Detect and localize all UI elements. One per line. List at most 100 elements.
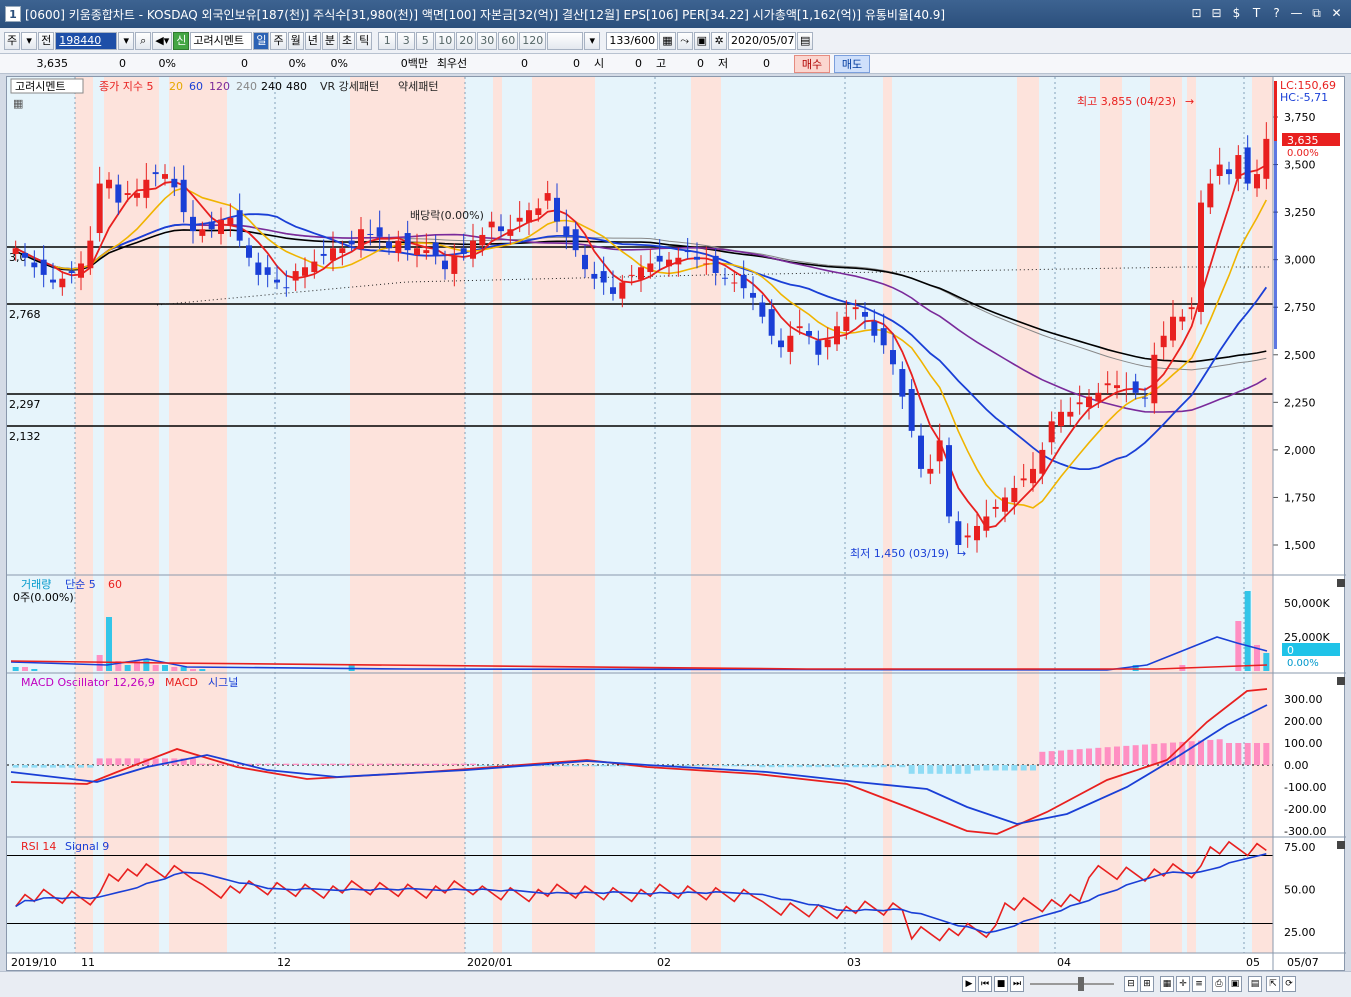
close-icon[interactable]: ✕ <box>1331 6 1342 20</box>
search-icon[interactable]: ⌕ <box>135 31 152 50</box>
candle-body <box>890 350 896 365</box>
help-icon[interactable]: ? <box>1273 6 1280 20</box>
chart-settings-icon[interactable]: ▦ <box>659 31 676 50</box>
calendar-icon[interactable]: ▤ <box>797 31 814 50</box>
candle-body <box>638 267 644 280</box>
macd-histogram-bar <box>115 758 122 765</box>
volume-panel-close-icon[interactable] <box>1337 579 1345 587</box>
stock-name-box[interactable] <box>10 78 84 94</box>
chart-type-icon[interactable]: ▤ <box>1248 976 1262 992</box>
volume-pct2: 0% <box>330 56 348 70</box>
candle-body <box>1132 381 1139 393</box>
date-field[interactable]: 2020/05/07 <box>728 31 797 50</box>
tab-tick[interactable]: 틱 <box>356 31 373 50</box>
interval-3[interactable]: 3 <box>397 31 416 50</box>
gear-icon[interactable]: ✲ <box>711 31 728 50</box>
red-shade-band <box>883 77 892 953</box>
adjust-select[interactable]: 전 <box>38 31 55 50</box>
volume-bar <box>1235 621 1242 671</box>
export-icon[interactable]: ⇱ <box>1266 976 1280 992</box>
candle-body <box>274 279 280 283</box>
macd-histogram-bar <box>890 765 896 768</box>
split-icon[interactable]: ⊟ <box>1211 6 1222 20</box>
macd-histogram-bar <box>283 763 290 765</box>
interval-1[interactable]: 1 <box>378 31 397 50</box>
zoom-in-icon[interactable]: ⊞ <box>1140 976 1154 992</box>
macd-tick-label: 0.00 <box>1284 759 1309 772</box>
x-tick-label: 03 <box>847 956 861 969</box>
candle-body <box>124 193 131 195</box>
macd-histogram-bar <box>787 765 794 768</box>
macd-histogram-bar <box>899 765 906 768</box>
buy-button[interactable]: 매수 <box>794 54 830 73</box>
speaker-icon[interactable]: ◀▾ <box>152 31 173 50</box>
price-chart-svg[interactable]: 고려시멘트 종가 지수 5 20 60 120 240 240 480 VR 강… <box>7 77 1346 972</box>
dropdown-icon[interactable]: ▾ <box>584 31 601 50</box>
tab-year[interactable]: 년 <box>304 31 321 50</box>
candle-body <box>768 309 775 336</box>
macd-tick-label: -100.00 <box>1284 781 1326 794</box>
chart-area[interactable]: 고려시멘트 종가 지수 5 20 60 120 240 240 480 VR 강… <box>6 76 1346 972</box>
draw-icon[interactable]: ⤳ <box>676 31 693 50</box>
scroll-right-icon[interactable]: ▶ <box>962 976 976 992</box>
macd-histogram-bar <box>1030 765 1036 771</box>
macd-histogram-bar <box>600 765 607 767</box>
interval-10[interactable]: 10 <box>435 31 456 50</box>
tab-week[interactable]: 주 <box>270 31 287 50</box>
zoom-out-icon[interactable]: ⊟ <box>1124 976 1138 992</box>
period-select[interactable]: 주 <box>4 31 21 50</box>
candle-body <box>1207 183 1214 208</box>
volume-bar <box>115 661 122 671</box>
interval-5[interactable]: 5 <box>416 31 435 50</box>
rsi-panel: RSI 14 Signal 9 75.00 50.00 25.00 <box>7 840 1345 942</box>
zoom-slider-handle[interactable] <box>1078 977 1084 991</box>
candle-body <box>880 328 887 346</box>
interval-20[interactable]: 20 <box>456 31 477 50</box>
interval-120[interactable]: 120 <box>519 31 547 50</box>
dropdown-icon[interactable]: ▾ <box>21 31 38 50</box>
macd-histogram-bar <box>1160 743 1167 765</box>
zoom-slider-track[interactable] <box>1030 983 1114 985</box>
list-icon[interactable]: ≡ <box>1192 976 1206 992</box>
layout-icon[interactable]: ⊡ <box>1191 6 1202 20</box>
dollar-icon[interactable]: $ <box>1232 6 1241 20</box>
interval-60[interactable]: 60 <box>498 31 519 50</box>
candle-body <box>31 262 38 268</box>
macd-panel-close-icon[interactable] <box>1337 677 1345 685</box>
tab-second[interactable]: 초 <box>338 31 356 50</box>
tab-day[interactable]: 일 <box>253 31 270 50</box>
refresh-icon[interactable]: ⟳ <box>1282 976 1296 992</box>
sell-button[interactable]: 매도 <box>834 54 870 73</box>
text-icon[interactable]: T <box>1252 6 1261 20</box>
count-field[interactable]: 133/600 <box>606 31 659 50</box>
interval-custom-input[interactable] <box>547 31 584 50</box>
trade-amount: 0백만 <box>400 56 428 70</box>
macd-histogram-bar <box>1002 765 1008 771</box>
scroll-first-icon[interactable]: ⏮ <box>978 976 992 992</box>
volume-bar <box>124 665 131 671</box>
tab-month[interactable]: 월 <box>287 31 304 50</box>
macd-histogram-bar <box>554 765 560 767</box>
macd-histogram-bar <box>1132 745 1139 765</box>
crosshair-icon[interactable]: ✛ <box>1176 976 1190 992</box>
interval-30[interactable]: 30 <box>477 31 498 50</box>
stock-code-input[interactable]: 198440 <box>55 31 118 50</box>
price-tick-label: 1,750 <box>1284 491 1316 504</box>
rsi-panel-close-icon[interactable] <box>1337 841 1345 849</box>
save-icon[interactable]: ▣ <box>1228 976 1242 992</box>
save-icon[interactable]: ▣ <box>693 31 711 50</box>
open-value: 0 <box>635 56 642 70</box>
scroll-stop-icon[interactable]: ■ <box>994 976 1008 992</box>
minimize-icon[interactable]: — <box>1290 6 1303 20</box>
candle-body <box>264 267 271 275</box>
tab-minute[interactable]: 분 <box>321 31 338 50</box>
panel-grid-icon[interactable]: ▦ <box>13 97 23 110</box>
dropdown-icon[interactable]: ▾ <box>118 31 135 50</box>
scroll-last-icon[interactable]: ⏭ <box>1010 976 1024 992</box>
candle-body <box>152 172 159 175</box>
candle-body <box>470 240 476 259</box>
grid-icon[interactable]: ▦ <box>1160 976 1174 992</box>
macd-histogram-bar <box>190 758 196 765</box>
restore-icon[interactable]: ⧉ <box>1312 6 1321 20</box>
print-icon[interactable]: ⎙ <box>1212 976 1226 992</box>
